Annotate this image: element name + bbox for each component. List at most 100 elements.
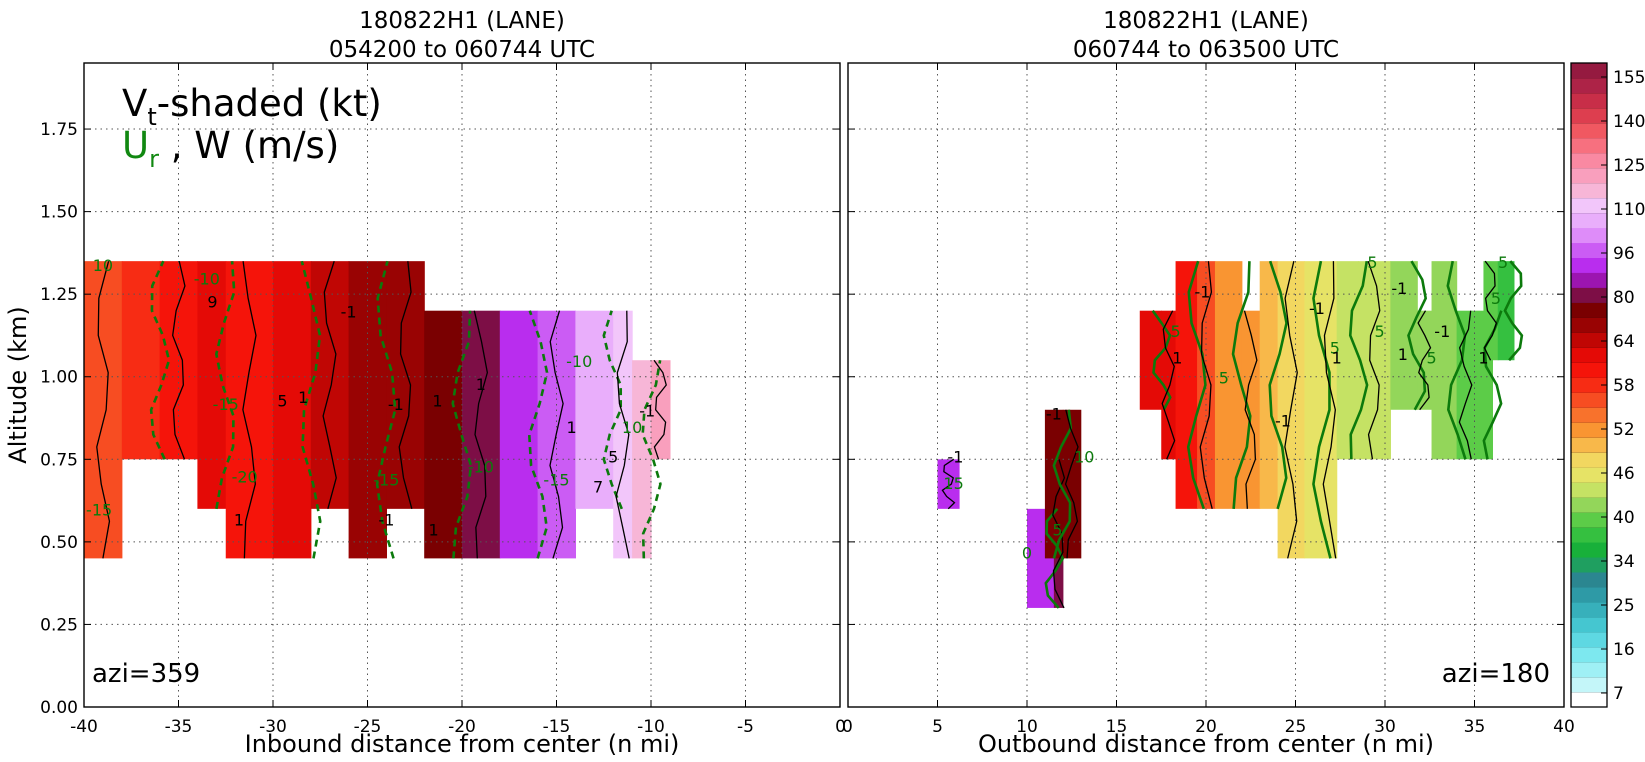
colorbar-swatch <box>1571 77 1607 94</box>
colorbar-swatch <box>1571 557 1607 573</box>
colorbar-tick-label: 64 <box>1613 332 1635 352</box>
right-contour-label: 5 <box>1367 253 1377 272</box>
left-contour-label: -1 <box>341 302 357 321</box>
right-vt-cell <box>1390 261 1418 410</box>
colorbar-swatch <box>1571 587 1607 603</box>
right-x-tick-label: 40 <box>1553 717 1575 737</box>
left-contour-label: 10 <box>622 418 642 437</box>
right-contour-label: 1 <box>1172 349 1182 368</box>
legend-ur-line: Ur , W (m/s) <box>122 124 339 173</box>
right-w-contour <box>941 458 956 510</box>
colorbar-tick-label: 40 <box>1613 508 1635 528</box>
colorbar-swatch <box>1571 437 1607 453</box>
colorbar-swatch <box>1571 497 1607 513</box>
left-w-contour <box>398 261 413 510</box>
y-tick-label: 1.75 <box>40 120 78 140</box>
left-contour-label: 10 <box>93 256 113 275</box>
right-contour-label: 10 <box>1074 448 1094 467</box>
left-x-tick-label: -25 <box>354 717 382 737</box>
left-x-tick-label: 0 <box>835 717 846 737</box>
left-vt-cell <box>197 261 227 509</box>
colorbar-swatch <box>1571 227 1607 244</box>
colorbar-swatch <box>1571 122 1607 139</box>
right-ur-contour <box>1231 261 1252 509</box>
right-contours <box>941 260 1524 609</box>
right-contour-label: 15 <box>943 474 963 493</box>
left-ur-contour <box>527 310 549 559</box>
colorbar-swatch <box>1571 92 1607 109</box>
left-w-contour <box>96 260 111 559</box>
right-x-tick-label: 25 <box>1285 717 1307 737</box>
right-ticks: 0 5 10 15 20 25 30 35 40 <box>842 63 1575 737</box>
legend-ur-symbol: U <box>122 124 149 167</box>
colorbar-swatch <box>1571 677 1607 693</box>
left-vt-cell <box>386 261 425 509</box>
colorbar-swatch <box>1571 362 1607 378</box>
right-w-contour <box>1417 310 1432 411</box>
colorbar-tick-label: 7 <box>1613 684 1624 704</box>
colorbar-swatch <box>1571 152 1607 169</box>
colorbar-swatch <box>1571 617 1607 633</box>
left-contour-label: -1 <box>639 401 655 420</box>
right-contour-label: -1 <box>947 448 963 467</box>
colorbar-swatch <box>1571 197 1607 214</box>
left-contour-label: -20 <box>232 467 258 486</box>
colorbar-swatch <box>1571 482 1607 498</box>
colorbar-swatch <box>1571 542 1607 558</box>
right-ur-contour <box>1268 260 1288 510</box>
right-ur-contour <box>1186 260 1207 510</box>
colorbar-tick-label: 140 <box>1613 112 1645 132</box>
left-contour-label: 1 <box>429 520 439 539</box>
left-x-tick-label: -5 <box>737 717 754 737</box>
colorbar-tick-label: 25 <box>1613 596 1635 616</box>
colorbar-tick-label: 125 <box>1613 156 1645 176</box>
right-contour-label: -1 <box>1046 405 1062 424</box>
y-tick-label: 0.50 <box>40 533 78 553</box>
right-contour-label: -1 <box>1194 282 1210 301</box>
colorbar-swatch <box>1571 527 1607 543</box>
right-title-line1: 180822H1 (LANE) <box>1103 8 1309 34</box>
colorbar-swatch <box>1571 287 1607 303</box>
right-azimuth-label: azi=180 <box>1442 659 1550 689</box>
legend-vt-symbol: V <box>122 82 147 125</box>
right-x-tick-label: 15 <box>1106 717 1128 737</box>
y-tick-label: 0.00 <box>40 698 78 718</box>
colorbar-swatch <box>1571 422 1607 438</box>
right-contour-label: 5 <box>1375 322 1385 341</box>
left-x-tick-label: -20 <box>448 717 476 737</box>
left-ur-contour <box>300 260 322 559</box>
left-vt-cell <box>424 310 463 559</box>
colorbar-swatch <box>1571 377 1607 393</box>
right-x-tick-label: 20 <box>1195 717 1217 737</box>
left-w-contour <box>549 310 564 559</box>
legend-ur-subscript: r <box>149 145 159 173</box>
right-w-contour <box>1322 261 1337 559</box>
left-vt-cell <box>632 360 652 559</box>
colorbar-swatch <box>1571 332 1607 348</box>
left-ticks: -40 -35 -30 -25 -20 -15 -10 -5 00.000.250.500.75… <box>40 63 846 737</box>
left-title-line1: 180822H1 (LANE) <box>359 8 565 34</box>
left-contour-label: 9 <box>207 292 217 311</box>
right-vt-cell <box>1358 261 1391 460</box>
left-vt-cell <box>575 310 614 509</box>
colorbar-tick-label: 80 <box>1613 288 1635 308</box>
colorbar-tick-label: 58 <box>1613 376 1635 396</box>
left-title-line2: 054200 to 060744 UTC <box>329 37 595 63</box>
left-ur-contour <box>375 260 397 559</box>
left-contour-label: 5 <box>277 391 287 410</box>
right-vt-cell <box>937 459 960 509</box>
right-ur-contour <box>1052 409 1073 559</box>
y-axis-label: Altitude (km) <box>4 306 32 463</box>
right-contour-label: 1 <box>1398 345 1408 364</box>
colorbar-swatch <box>1571 602 1607 618</box>
left-w-contour <box>615 310 630 559</box>
left-w-contour <box>653 359 667 460</box>
left-vt-cell <box>499 310 539 559</box>
left-contour-label: 1 <box>298 388 308 407</box>
left-contour-label: -15 <box>373 471 399 490</box>
right-vt-cell <box>1214 261 1243 509</box>
colorbar-tick-label: 110 <box>1613 200 1645 220</box>
left-x-tick-label: -10 <box>637 717 665 737</box>
